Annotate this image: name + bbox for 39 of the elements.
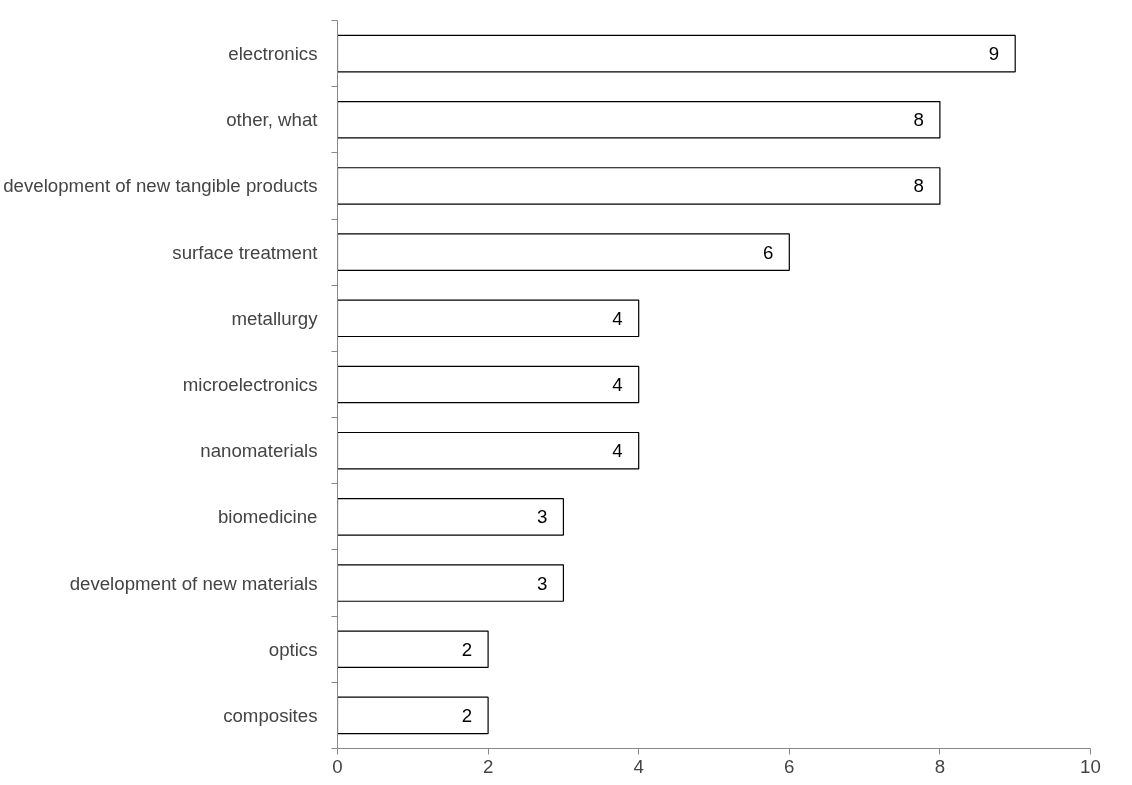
- y-tick-label: optics: [268, 638, 318, 660]
- bar: [337, 630, 489, 669]
- bar: [337, 564, 564, 602]
- y-tick-label: development of new tangible products: [3, 175, 318, 197]
- x-tick-label: 2: [482, 755, 494, 777]
- y-tick-label: other, what: [226, 109, 319, 131]
- bar: [337, 431, 640, 470]
- bar: [337, 233, 790, 271]
- bar: [337, 167, 941, 205]
- x-tick-label: 0: [332, 755, 343, 777]
- data-label: 2: [461, 704, 473, 726]
- data-label: 4: [612, 440, 623, 462]
- data-label: 6: [762, 241, 774, 263]
- bar: [337, 696, 489, 735]
- x-tick-label: 10: [1080, 755, 1101, 777]
- bar: [337, 365, 640, 404]
- data-label: 3: [537, 572, 548, 594]
- y-tick-label: metallurgy: [231, 307, 319, 329]
- x-tick-label: 6: [784, 755, 795, 777]
- y-tick-label: biomedicine: [217, 506, 318, 528]
- y-tick-label: electronics: [228, 43, 318, 65]
- y-tick-label: nanomaterials: [200, 440, 318, 462]
- data-label: 9: [988, 43, 1000, 65]
- x-tick-label: 8: [934, 755, 946, 777]
- data-label: 4: [612, 374, 623, 395]
- bar: [337, 34, 1016, 73]
- bar: [337, 100, 941, 139]
- y-tick-label: development of new materials: [69, 572, 318, 594]
- y-tick-label: microelectronics: [182, 374, 318, 395]
- y-tick-label: surface treatment: [172, 241, 319, 263]
- bar: [337, 498, 564, 536]
- data-label: 3: [537, 506, 548, 528]
- data-label: 8: [913, 109, 924, 131]
- data-label: 4: [612, 307, 623, 329]
- y-tick-label: composites: [223, 704, 318, 726]
- data-label: 8: [913, 175, 924, 197]
- bar: [337, 299, 640, 338]
- x-tick-label: 4: [633, 755, 644, 777]
- data-label: 2: [461, 638, 473, 660]
